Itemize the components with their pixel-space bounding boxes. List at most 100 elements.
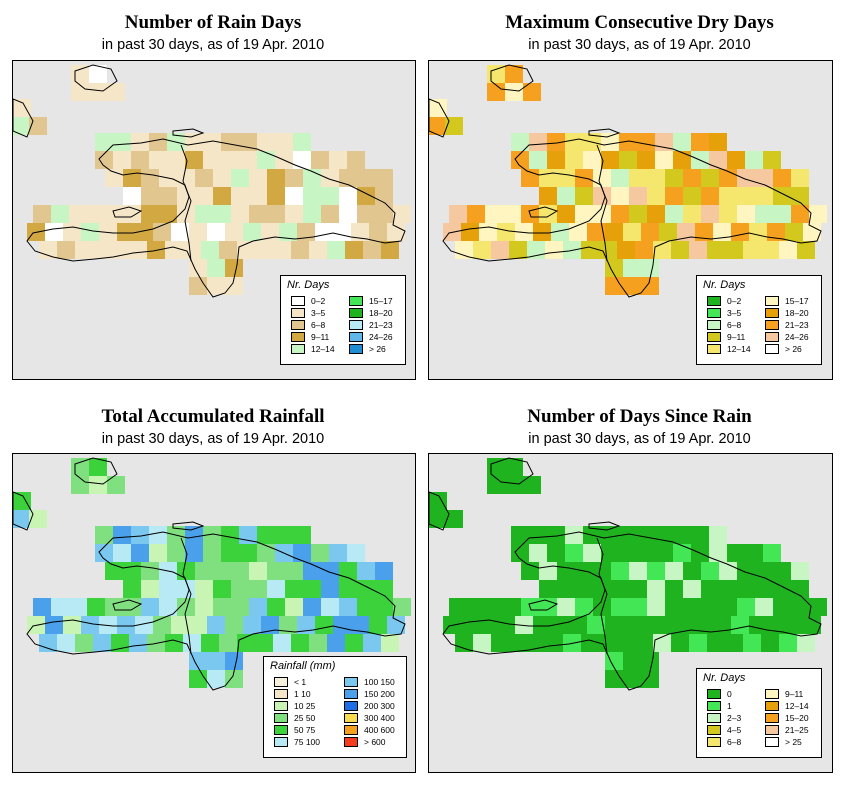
- grid-cell: [523, 476, 541, 494]
- grid-cell: [93, 634, 111, 652]
- grid-cell: [429, 492, 447, 510]
- coastline: [74, 64, 118, 92]
- grid-cell: [737, 205, 755, 223]
- legend-label: 6–8: [727, 737, 742, 747]
- grid-cell: [611, 169, 629, 187]
- legend-swatch: [349, 296, 363, 306]
- grid-cell: [655, 151, 673, 169]
- grid-cell: [267, 169, 285, 187]
- legend-swatch: [291, 332, 305, 342]
- grid-cell: [641, 223, 659, 241]
- grid-cell: [701, 562, 719, 580]
- grid-cell: [599, 634, 617, 652]
- grid-cell: [257, 544, 275, 562]
- legend-rainfall: Rainfall (mm) < 1 1 10 10 25 25 50 50 75 75 1…: [263, 656, 407, 758]
- grid-cell: [167, 151, 185, 169]
- grid-cell: [267, 562, 285, 580]
- grid-cell: [557, 562, 575, 580]
- grid-cell: [487, 476, 505, 494]
- grid-cell: [727, 151, 745, 169]
- grid-cell: [141, 187, 159, 205]
- grid-cell: [523, 83, 541, 101]
- grid-cell: [659, 223, 677, 241]
- grid-cell: [183, 634, 201, 652]
- grid-cell: [149, 526, 167, 544]
- grid-cell: [29, 117, 47, 135]
- grid-cell: [719, 205, 737, 223]
- grid-cell: [45, 223, 63, 241]
- grid-cell: [623, 259, 641, 277]
- grid-cell: [527, 241, 545, 259]
- grid-cell: [557, 205, 575, 223]
- grid-cell: [785, 223, 803, 241]
- grid-cell: [773, 187, 791, 205]
- coastline: [26, 531, 406, 691]
- grid-cell: [95, 526, 113, 544]
- map-rainfall: [12, 453, 416, 773]
- grid-cell: [749, 223, 767, 241]
- legend-label: 21–23: [369, 320, 393, 330]
- dry-days-map: [429, 64, 827, 298]
- grid-cell: [113, 544, 131, 562]
- grid-cell: [583, 151, 601, 169]
- grid-cell: [39, 241, 57, 259]
- grid-cell: [695, 223, 713, 241]
- grid-cell: [511, 133, 529, 151]
- legend-swatch: [291, 344, 305, 354]
- grid-cell: [231, 169, 249, 187]
- grid-cell: [89, 83, 107, 101]
- legend-swatch: [765, 689, 779, 699]
- grid-cell: [647, 598, 665, 616]
- grid-cell: [131, 133, 149, 151]
- grid-cell: [57, 241, 75, 259]
- grid-cell: [339, 169, 357, 187]
- grid-cell: [429, 99, 447, 117]
- grid-cell: [213, 562, 231, 580]
- grid-cell: [455, 634, 473, 652]
- grid-cell: [69, 598, 87, 616]
- grid-cell: [809, 205, 827, 223]
- grid-cell: [249, 562, 267, 580]
- grid-cell: [213, 598, 231, 616]
- grid-cell: [691, 526, 709, 544]
- legend-swatch: [291, 320, 305, 330]
- grid-cell: [243, 223, 261, 241]
- grid-cell: [189, 277, 207, 295]
- grid-cell: [605, 259, 623, 277]
- grid-cell: [81, 616, 99, 634]
- grid-cell: [107, 476, 125, 494]
- legend-swatch: [707, 689, 721, 699]
- grid-cell: [113, 526, 131, 544]
- grid-cell: [159, 598, 177, 616]
- grid-cell: [539, 187, 557, 205]
- grid-cell: [201, 634, 219, 652]
- grid-cell: [773, 169, 791, 187]
- grid-cell: [557, 187, 575, 205]
- grid-cell: [601, 133, 619, 151]
- grid-cell: [183, 241, 201, 259]
- grid-cell: [605, 652, 623, 670]
- grid-cell: [731, 223, 749, 241]
- legend-label: 15–20: [785, 713, 809, 723]
- grid-cell: [601, 151, 619, 169]
- grid-cell: [691, 133, 709, 151]
- grid-cell: [141, 598, 159, 616]
- legend-swatch: [707, 713, 721, 723]
- grid-cell: [285, 580, 303, 598]
- grid-cell: [285, 598, 303, 616]
- legend-swatch: [274, 737, 288, 747]
- grid-cell: [225, 223, 243, 241]
- grid-cell: [467, 205, 485, 223]
- grid-cell: [755, 205, 773, 223]
- grid-cell: [673, 133, 691, 151]
- grid-cell: [87, 205, 105, 223]
- grid-cell: [737, 562, 755, 580]
- grid-cell: [629, 598, 647, 616]
- grid-cell: [763, 544, 781, 562]
- grid-cell: [619, 526, 637, 544]
- grid-cell: [63, 616, 81, 634]
- grid-cell: [529, 151, 547, 169]
- grid-cell: [665, 169, 683, 187]
- grid-cell: [89, 458, 107, 476]
- grid-cell: [357, 187, 375, 205]
